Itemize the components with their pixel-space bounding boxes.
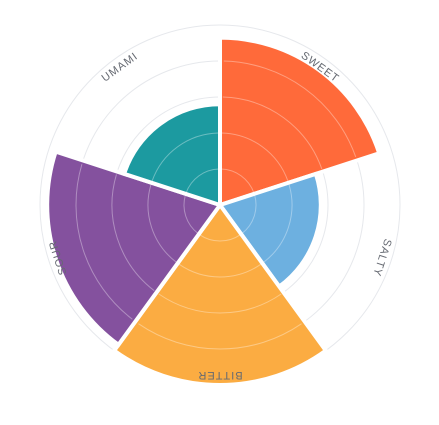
sector-grid-arc	[221, 132, 289, 182]
sector-sweet	[218, 35, 382, 208]
sector-grid-arc	[199, 234, 241, 242]
sector-layer	[45, 35, 382, 387]
sector-grid-arc	[220, 168, 255, 194]
sector-umami	[121, 102, 222, 208]
sector-bitter	[111, 201, 329, 387]
sector-grid-arc	[178, 263, 262, 278]
sector-salty	[216, 171, 323, 290]
category-label-salty: SALTY	[370, 237, 393, 278]
sector-sour	[45, 149, 224, 348]
sector-grid-arc	[185, 168, 220, 194]
sector-grid-arc	[223, 60, 357, 158]
sector-grid-arc	[75, 163, 133, 320]
sector-grid-arc	[222, 96, 323, 170]
sector-grid-arc	[138, 323, 302, 350]
sector-grid-arc	[241, 194, 257, 234]
category-label-bitter: BITTER	[197, 369, 242, 381]
inner-grid-layer	[75, 60, 357, 350]
sector-grid-arc	[147, 184, 177, 263]
sector-grid-arc	[111, 174, 155, 292]
sector-grid-arc	[151, 132, 219, 182]
sector-grid-arc	[183, 194, 199, 234]
sector-grid-arc	[158, 293, 282, 314]
sector-grid-arc	[263, 184, 293, 263]
